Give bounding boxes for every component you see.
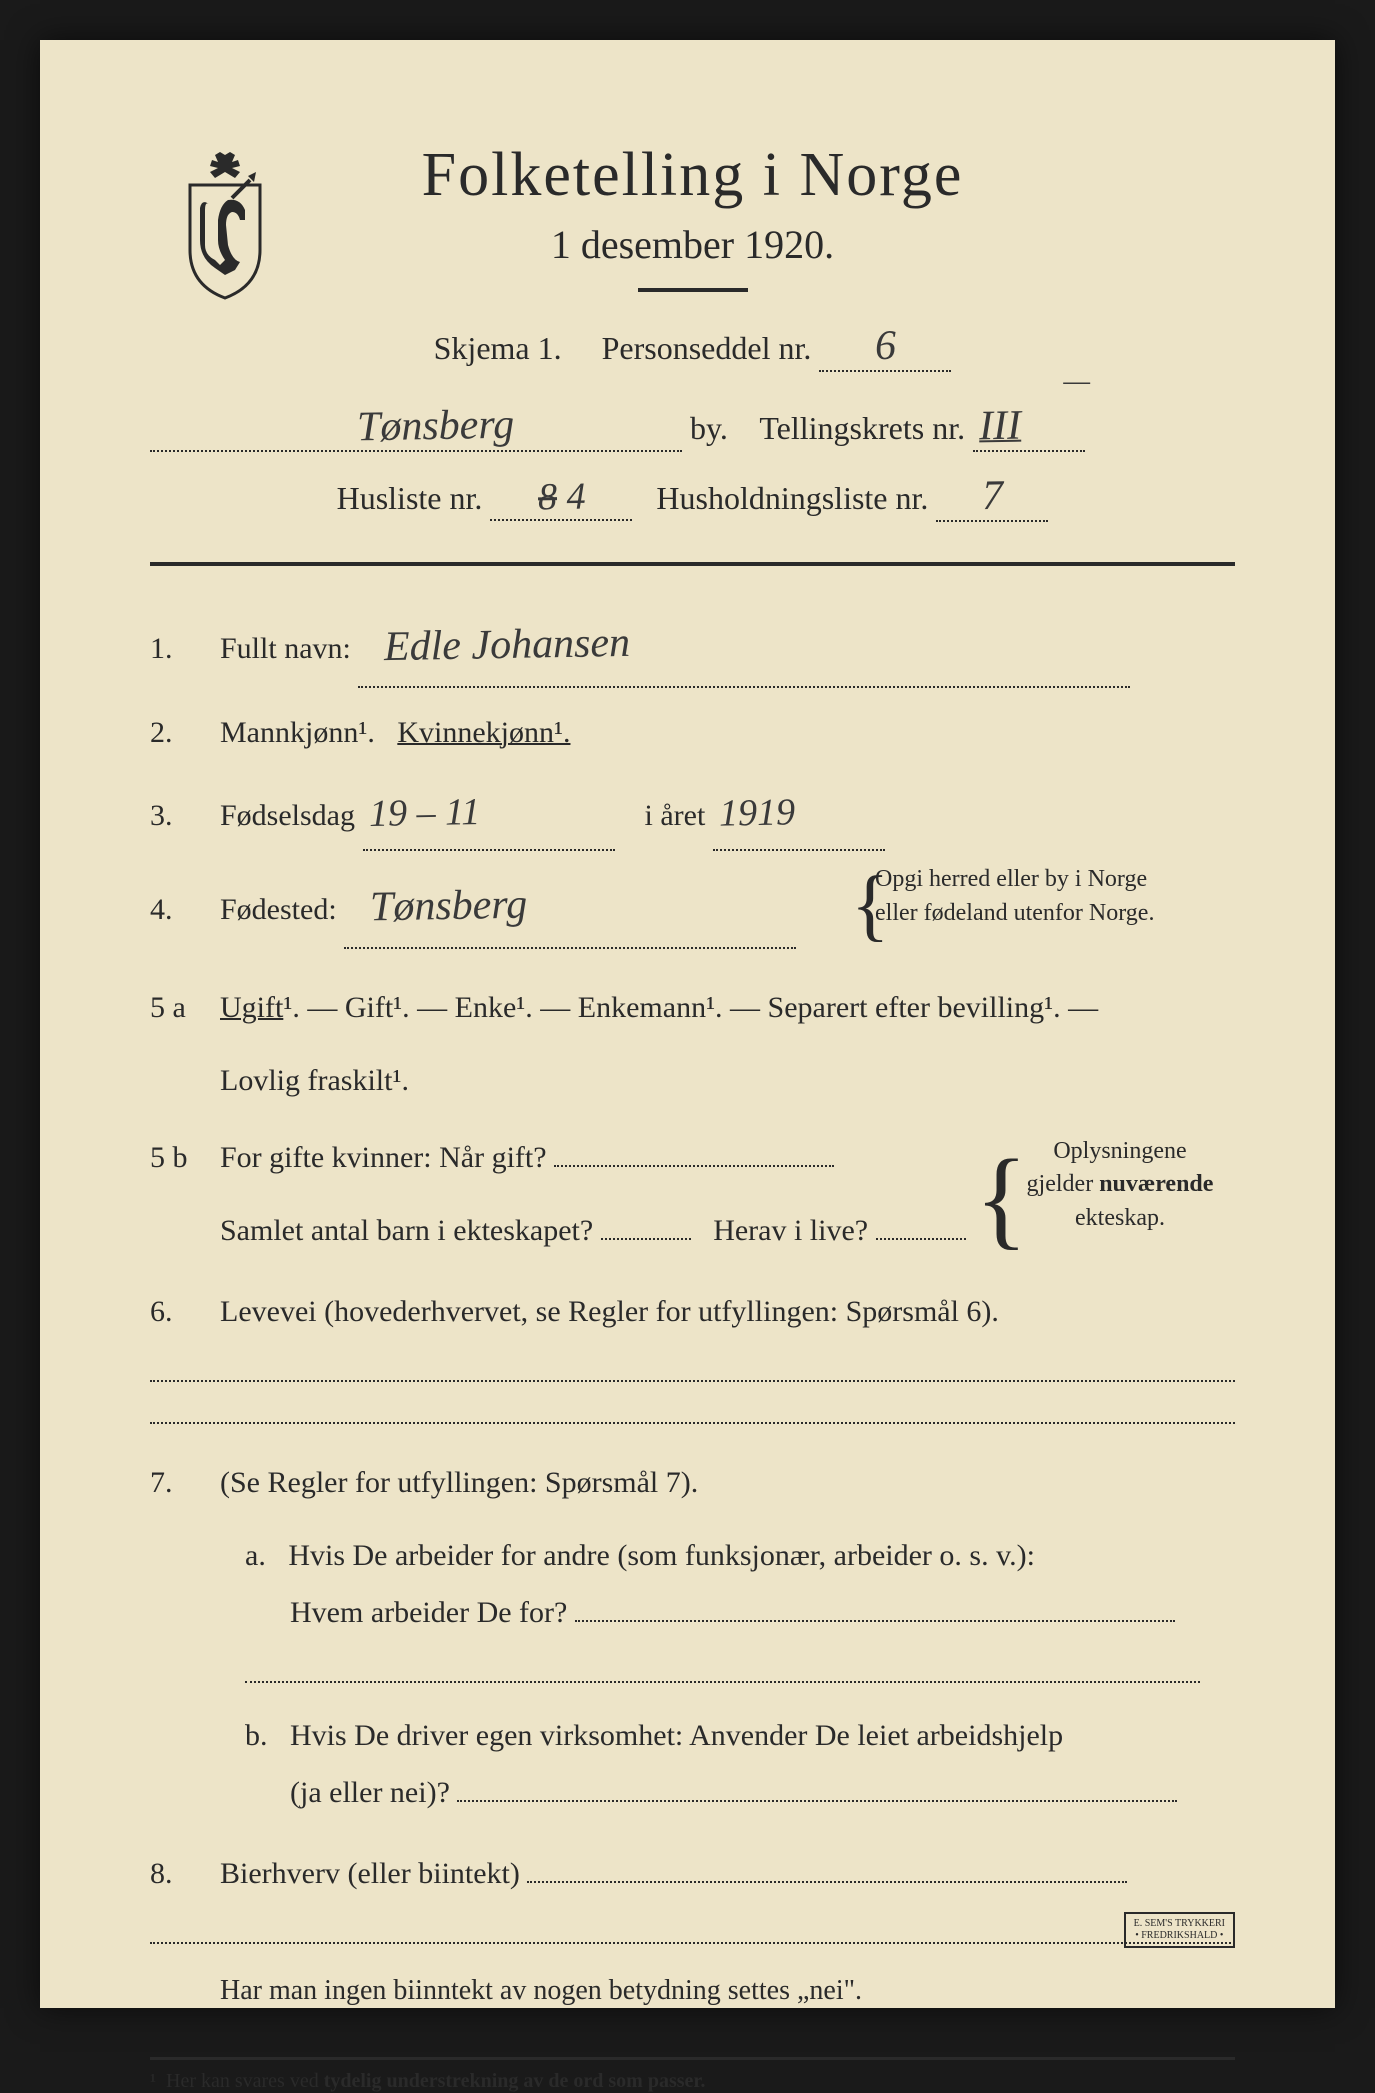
q1-value: Edle Johansen [384,604,631,688]
divider [638,288,748,292]
q4-note2: eller fødeland utenfor Norge. [875,900,1154,926]
q5b-note: { Oplysningene gjelder nuværende ekteska… [1005,1135,1235,1236]
q4-label: Fødested: [220,893,337,926]
q3-label: Fødselsdag [220,799,355,832]
q3-day-field: 19 – 11 [363,777,615,851]
q7a-text: Hvis De arbeider for andre (som funksjon… [288,1539,1035,1572]
q8-label: Bierhverv (eller biintekt) [220,1857,520,1890]
q7b-line2: (ja eller nei)? [290,1776,450,1809]
by-field: Tønsberg [150,402,682,452]
q3-year-field: 1919 [713,777,885,851]
form-header: Folketelling i Norge 1 desember 1920. Sk… [150,140,1235,522]
q7a-line2-row: Hvem arbeider De for? [290,1584,1235,1641]
question-2: 2. Mannkjønn¹. Kvinnekjønn¹. [150,704,1235,761]
question-8: 8. Bierhverv (eller biintekt) [150,1845,1235,1902]
q3-year-label: i året [645,799,706,832]
q4-note: { Opgi herred eller by i Norge eller fød… [875,863,1235,930]
form-title: Folketelling i Norge [150,140,1235,211]
question-6: 6. Levevei (hovederhvervet, se Regler fo… [150,1283,1235,1340]
printer-line1: E. SEM'S TRYKKERI [1134,1918,1225,1930]
census-form: Folketelling i Norge 1 desember 1920. Sk… [40,40,1335,2008]
q7a-label: a. [245,1539,266,1572]
by-label: by. [690,410,728,446]
q3-year: 1919 [718,776,795,850]
by-line: Tønsberg by. Tellingskrets nr. III — [150,402,1235,452]
printer-stamp: E. SEM'S TRYKKERI • FREDRIKSHALD • [1124,1912,1235,1948]
q8-fill [150,1942,1235,1944]
skjema-label: Skjema 1. [434,330,562,366]
q3-num: 3. [150,787,220,844]
q7a-line2: Hvem arbeider De for? [290,1596,567,1629]
husholdning-value: 7 [981,472,1003,520]
q6-label: Levevei (hovederhvervet, se Regler for u… [220,1295,999,1328]
q4-note1: Opgi herred eller by i Norge [875,866,1147,892]
question-5b: 5 b For gifte kvinner: Når gift? { Oplys… [150,1129,1235,1186]
q8-num: 8. [150,1845,220,1902]
q5b-line2a: Samlet antal barn i ekteskapet? [220,1214,593,1247]
husliste-field: 8 4 [490,475,632,521]
q2-num: 2. [150,704,220,761]
question-5a: 5 a Ugift¹. — Gift¹. — Enke¹. — Enkemann… [150,979,1235,1036]
q1-num: 1. [150,620,220,677]
q2-kvinne: Kvinnekjønn¹. [397,716,570,749]
husholdning-label: Husholdningsliste nr. [656,480,928,516]
q5a-line2: Lovlig fraskilt¹. [220,1052,1235,1109]
questions-section: 1. Fullt navn: Edle Johansen 2. Mannkjøn… [150,606,1235,2017]
tellingskrets-value: III [979,402,1022,451]
q5b-note3: ekteskap. [1075,1205,1165,1231]
question-7b: b. Hvis De driver egen virksomhet: Anven… [245,1707,1235,1764]
q7a-fill [245,1681,1200,1683]
q6-fill1 [150,1380,1235,1382]
q4-num: 4. [150,881,220,938]
question-3: 3. Fødselsdag 19 – 11 i året 1919 [150,777,1235,851]
q5a-num: 5 a [150,979,220,1036]
q6-num: 6. [150,1283,220,1340]
q5b-label: For gifte kvinner: Når gift? [220,1141,547,1174]
question-4: 4. Fødested: Tønsberg { Opgi herred elle… [150,867,1235,949]
personseddel-value: 6 [874,322,896,370]
question-1: 1. Fullt navn: Edle Johansen [150,606,1235,688]
husliste-line: Husliste nr. 8 4 Husholdningsliste nr. 7 [150,472,1235,522]
q3-day: 19 – 11 [368,776,480,850]
q5b-note1: Oplysningene [1053,1138,1186,1164]
q5a-options: Ugift¹. — Gift¹. — Enke¹. — Enkemann¹. —… [220,991,1098,1024]
q1-label: Fullt navn: [220,632,351,665]
header-divider [150,562,1235,566]
husholdning-field: 7 [936,472,1048,522]
q7-num: 7. [150,1454,220,1511]
q1-field: Edle Johansen [358,606,1130,688]
brace-icon: { [975,1171,1028,1226]
q2-mann: Mannkjønn¹. [220,716,375,749]
q7b-line2-row: (ja eller nei)? [290,1764,1235,1821]
brace-icon: { [851,885,889,925]
husliste-label: Husliste nr. [337,480,483,516]
scan-background: Folketelling i Norge 1 desember 1920. Sk… [0,0,1375,2048]
q7b-label: b. [245,1719,268,1752]
personseddel-label: Personseddel nr. [602,330,812,366]
husliste-value: 8 4 [537,475,585,520]
question-7: 7. (Se Regler for utfyllingen: Spørsmål … [150,1454,1235,1511]
q4-field: Tønsberg [344,867,796,949]
tellingskrets-label: Tellingskrets nr. [759,410,965,446]
footnote: ¹ Her kan svares ved tydelig understrekn… [150,2057,1235,2093]
norway-coat-of-arms-icon [170,150,280,300]
q5b-fill1 [554,1165,834,1167]
q7b-text: Hvis De driver egen virksomhet: Anvender… [290,1719,1063,1752]
tellingskrets-field: III — [973,402,1085,452]
q4-value: Tønsberg [369,866,528,949]
question-7a: a. Hvis De arbeider for andre (som funks… [245,1527,1235,1584]
q5b-line2b: Herav i live? [713,1214,868,1247]
personseddel-field: 6 [819,322,951,372]
by-value: Tønsberg [357,401,515,452]
q6-fill2 [150,1422,1235,1424]
form-date: 1 desember 1920. [150,221,1235,268]
q5b-note2: gjelder nuværende [1027,1171,1214,1197]
q8-line2: Har man ingen biinntekt av nogen betydni… [220,1964,1235,2017]
printer-line2: • FREDRIKSHALD • [1134,1930,1225,1942]
q5b-num: 5 b [150,1129,220,1186]
q7-label: (Se Regler for utfyllingen: Spørsmål 7). [220,1466,698,1499]
